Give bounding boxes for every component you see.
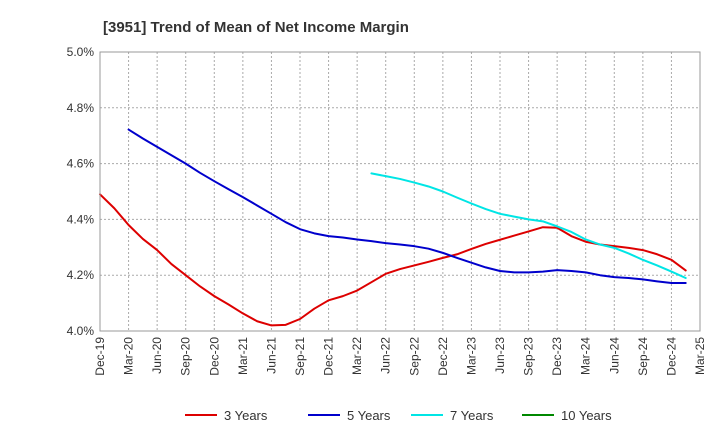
x-tick-label: Dec-21	[322, 337, 336, 376]
legend-label: 7 Years	[450, 408, 494, 423]
x-tick-label: Mar-23	[464, 337, 478, 375]
x-tick-labels: Dec-19 Mar-20 Jun-20 Sep-20 Dec-20 Mar-21 Jun-…	[93, 337, 707, 376]
x-tick-label: Mar-24	[579, 337, 593, 375]
legend-label: 3 Years	[224, 408, 268, 423]
x-tick-label: Sep-24	[636, 337, 650, 376]
y-tick-label: 4.4%	[67, 212, 95, 226]
x-tick-label: Sep-20	[179, 337, 193, 376]
x-tick-label: Dec-23	[550, 337, 564, 376]
legend-label: 10 Years	[561, 408, 612, 423]
x-tick-label: Dec-20	[207, 337, 221, 376]
x-tick-label: Dec-24	[664, 337, 678, 376]
x-tick-label: Sep-23	[522, 337, 536, 376]
y-tick-label: 4.8%	[67, 101, 95, 115]
x-tick-label: Mar-21	[236, 337, 250, 375]
y-tick-label: 5.0%	[67, 45, 95, 59]
legend: 3 Years 5 Years 7 Years 10 Years	[185, 408, 612, 423]
y-tick-label: 4.6%	[67, 157, 95, 171]
series-line	[370, 172, 687, 279]
x-tick-label: Jun-23	[493, 337, 507, 374]
x-tick-label: Dec-22	[436, 337, 450, 376]
x-tick-label: Jun-20	[150, 337, 164, 374]
x-tick-label: Mar-20	[122, 337, 136, 375]
x-tick-label: Mar-25	[693, 337, 707, 375]
series-line	[127, 128, 687, 285]
x-tick-label: Mar-22	[350, 337, 364, 375]
y-tick-label: 4.0%	[67, 324, 95, 338]
x-tick-label: Jun-24	[607, 337, 621, 374]
x-tick-label: Dec-19	[93, 337, 107, 376]
x-tick-label: Sep-21	[293, 337, 307, 376]
x-tick-label: Sep-22	[407, 337, 421, 376]
y-tick-label: 4.2%	[67, 268, 95, 282]
plot-area	[100, 52, 700, 331]
plot-frame	[99, 51, 701, 332]
y-tick-labels: 4.0% 4.2% 4.4% 4.6% 4.8% 5.0%	[67, 45, 95, 338]
series-lines	[99, 128, 687, 327]
x-tick-label: Jun-21	[264, 337, 278, 374]
chart-title: [3951] Trend of Mean of Net Income Margi…	[103, 19, 409, 36]
legend-label: 5 Years	[347, 408, 391, 423]
x-tick-label: Jun-22	[379, 337, 393, 374]
series-line	[99, 193, 687, 327]
